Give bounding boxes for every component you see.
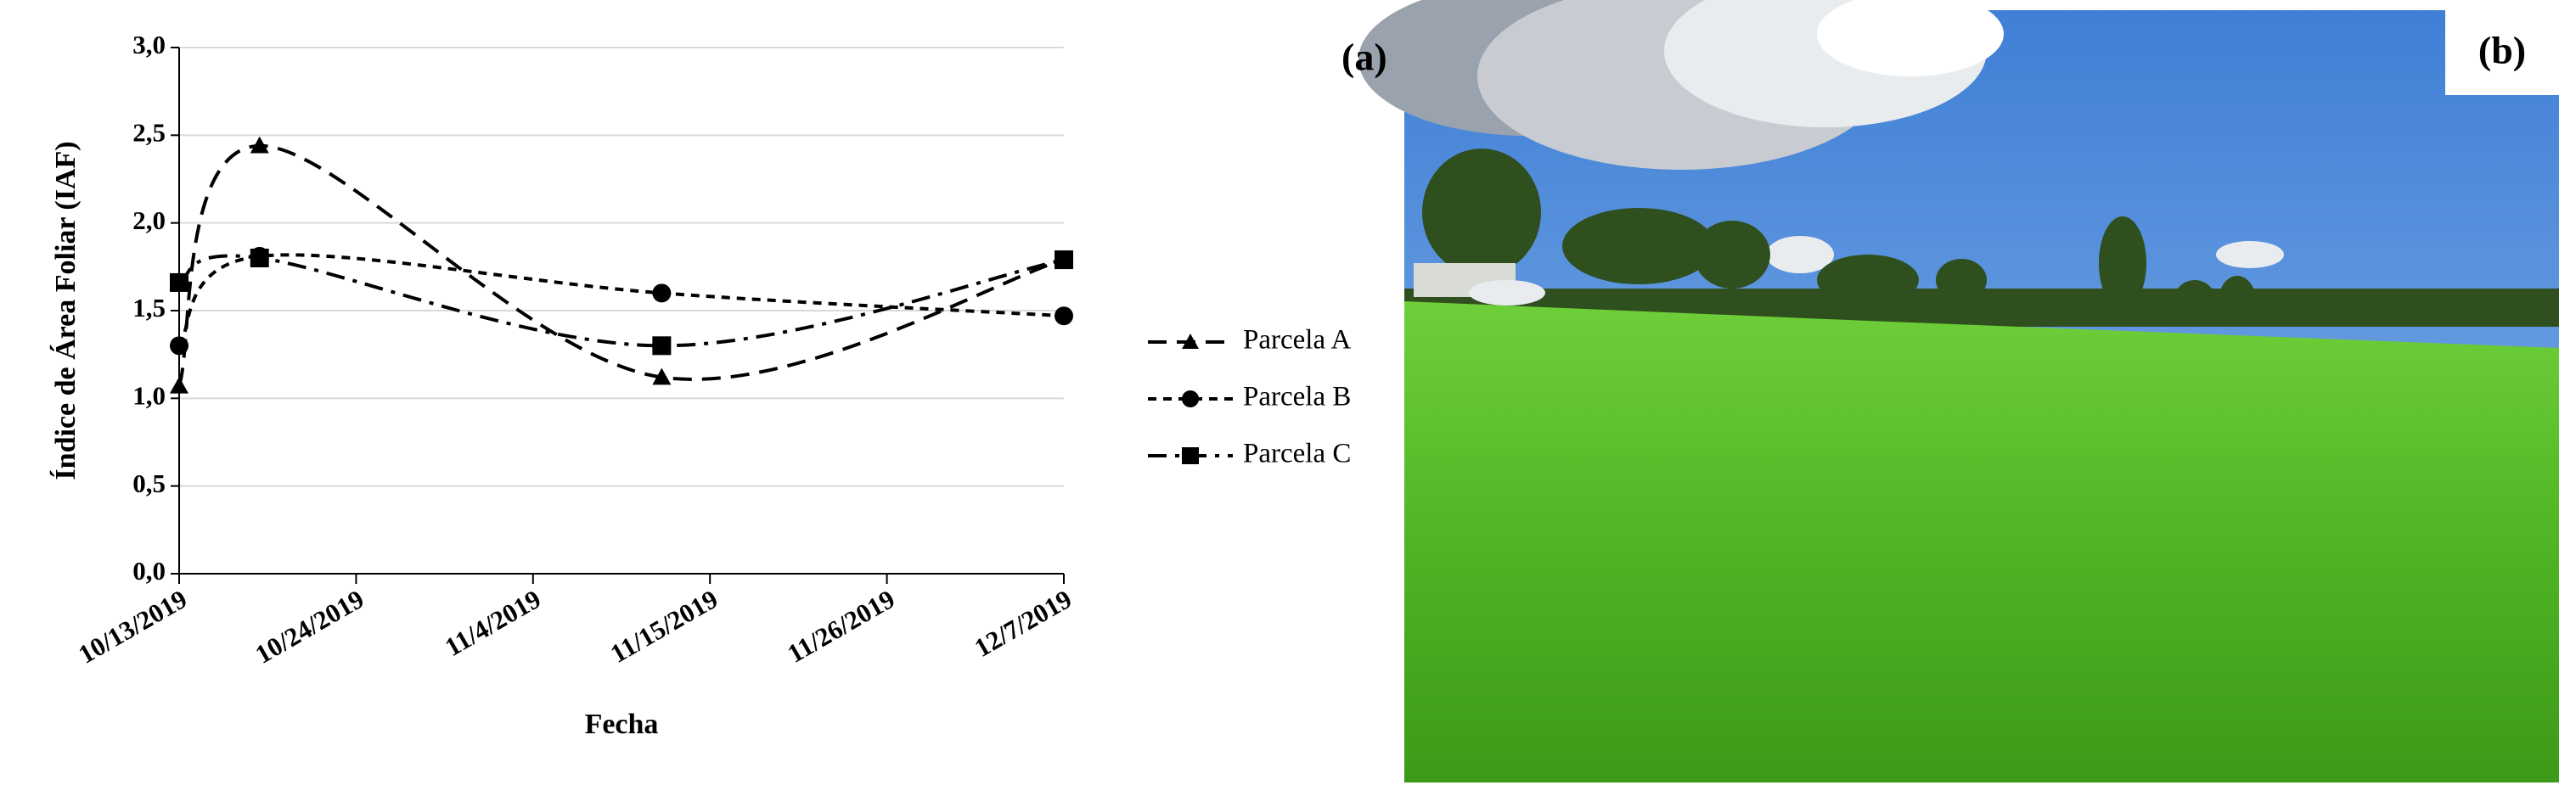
x-tick-label: 10/24/2019 <box>250 584 369 670</box>
y-axis-title: Índice de Área Foliar (IAF) <box>50 141 82 480</box>
legend-marker <box>1182 390 1199 407</box>
series-line <box>177 253 1065 347</box>
y-tick-label: 0,0 <box>132 556 166 586</box>
x-tick-label: 11/4/2019 <box>440 584 546 662</box>
marker <box>170 272 188 292</box>
trees <box>1404 149 2559 327</box>
y-tick-label: 1,5 <box>132 293 166 322</box>
series-line <box>177 143 1065 387</box>
marker <box>1055 306 1073 326</box>
legend-label: Parcela C <box>1243 439 1351 469</box>
marker <box>652 336 672 356</box>
marker <box>170 336 188 356</box>
grass <box>1404 301 2559 782</box>
y-tick-label: 0,5 <box>132 468 166 498</box>
x-tick-label: 10/13/2019 <box>73 584 192 670</box>
marker <box>250 136 269 154</box>
legend-marker <box>1182 447 1199 464</box>
legend-label: Parcela B <box>1243 382 1351 412</box>
marker <box>250 249 269 267</box>
legend-marker <box>1182 334 1199 349</box>
series-line <box>178 254 1065 348</box>
x-tick-label: 11/26/2019 <box>782 584 899 669</box>
x-tick-label: 12/7/2019 <box>970 584 1077 663</box>
marker <box>1055 250 1073 270</box>
y-tick-label: 3,0 <box>132 30 166 59</box>
legend-label: Parcela A <box>1243 325 1352 356</box>
marker <box>652 367 672 385</box>
photo <box>1358 0 2559 782</box>
label-box <box>2445 10 2559 95</box>
x-tick-label: 11/15/2019 <box>605 584 723 669</box>
y-tick-label: 2,0 <box>132 205 166 235</box>
panel-label: (a) <box>1341 36 1387 79</box>
x-axis-title: Fecha <box>585 709 659 740</box>
marker <box>170 376 188 394</box>
y-tick-label: 2,5 <box>132 117 166 147</box>
clouds <box>1358 0 2284 273</box>
marker <box>652 283 672 303</box>
photo-label: (b) <box>2478 29 2526 72</box>
y-tick-label: 1,0 <box>132 380 166 410</box>
